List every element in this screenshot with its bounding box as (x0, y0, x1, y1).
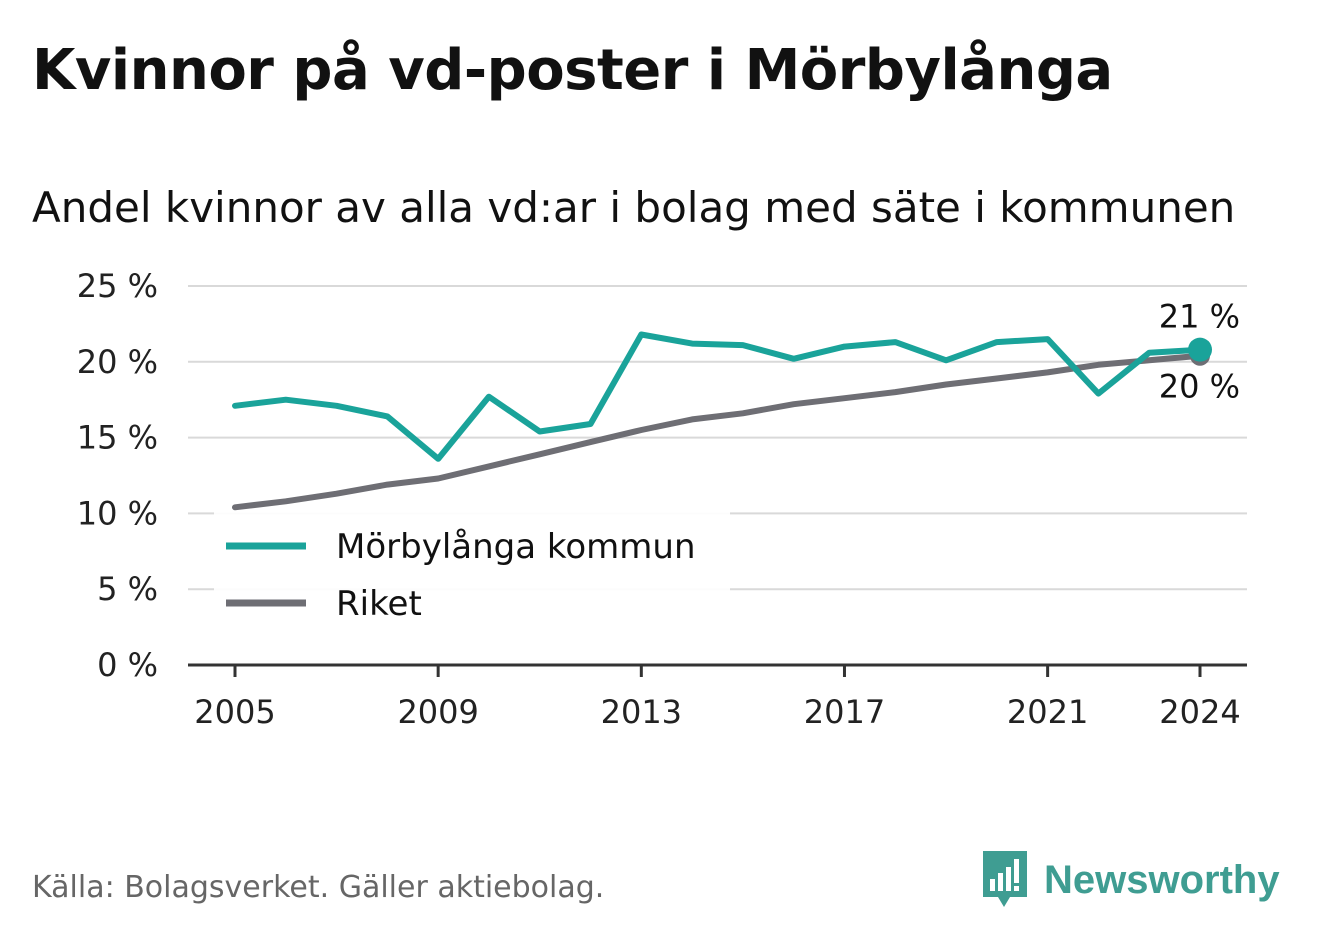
series-lines (232, 331, 1212, 511)
series-end-point (1188, 337, 1212, 362)
y-tick-label: 0 % (97, 646, 158, 684)
end-label: 20 % (1159, 368, 1240, 406)
legend: Mörbylånga kommun Riket (214, 512, 730, 630)
x-tick-label: 2021 (1007, 693, 1088, 731)
x-tick-label: 2005 (194, 693, 275, 731)
chart-subtitle: Andel kvinnor av alla vd:ar i bolag med … (32, 183, 1236, 232)
legend-label: Riket (336, 584, 422, 624)
y-tick-label: 20 % (77, 343, 158, 381)
x-tick-label: 2009 (397, 693, 478, 731)
axes: 0 % 5 % 10 % 15 % 20 % 25 % 2005 2009 2013 2017 20… (77, 267, 1247, 731)
end-labels: 21 % 20 % (1159, 298, 1240, 406)
y-tick-label: 10 % (77, 494, 158, 532)
brand-name: Newsworthy (1044, 857, 1280, 902)
y-tick-label: 25 % (77, 267, 158, 305)
x-tick-label: 2017 (804, 693, 885, 731)
legend-background (214, 512, 730, 630)
y-tick-label: 5 % (97, 570, 158, 608)
series-line (232, 352, 1203, 511)
y-tick-label: 15 % (77, 419, 158, 457)
brand-logo[interactable]: Newsworthy (980, 848, 1280, 912)
series-line (232, 331, 1203, 462)
x-tick-label: 2024 (1159, 693, 1240, 731)
legend-label: Mörbylånga kommun (336, 527, 696, 567)
x-tick-label: 2013 (601, 693, 682, 731)
end-label: 21 % (1159, 298, 1240, 336)
source-note: Källa: Bolagsverket. Gäller aktiebolag. (32, 870, 605, 905)
chart-title: Kvinnor på vd-poster i Mörbylånga (32, 38, 1113, 103)
newsworthy-logo-icon (983, 851, 1027, 907)
